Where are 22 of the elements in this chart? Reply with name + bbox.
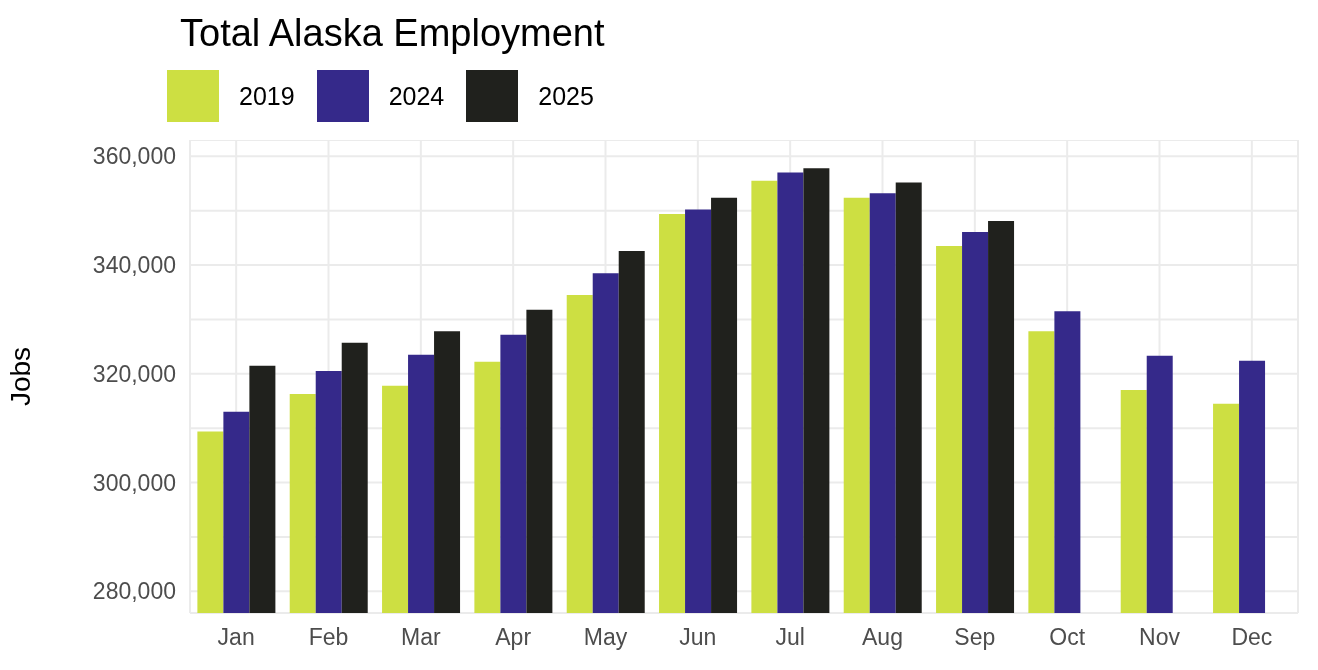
y-tick-label: 340,000 xyxy=(92,252,176,279)
x-tick-label: Dec xyxy=(1231,624,1273,651)
y-tick-label: 280,000 xyxy=(92,578,176,605)
x-tick-label: May xyxy=(583,624,628,651)
y-tick-label: 360,000 xyxy=(92,143,176,170)
x-tick-label: Mar xyxy=(401,624,441,651)
x-tick-label: Jan xyxy=(217,624,255,651)
chart-title: Total Alaska Employment xyxy=(180,11,606,56)
x-tick-label: Oct xyxy=(1049,624,1086,651)
y-tick-label: 320,000 xyxy=(92,360,176,387)
legend-label: 2024 xyxy=(388,81,445,111)
x-tick-label: Nov xyxy=(1139,624,1181,651)
legend-label: 2019 xyxy=(239,81,295,111)
y-axis-title: Jobs xyxy=(4,346,36,407)
x-tick-label: Apr xyxy=(495,624,532,651)
x-tick-label: Feb xyxy=(308,624,349,651)
x-tick-label: Sep xyxy=(954,624,996,651)
x-tick-label: Jul xyxy=(775,624,805,651)
y-tick-label: 300,000 xyxy=(92,469,176,496)
x-tick-label: Jun xyxy=(679,624,717,651)
legend-label: 2025 xyxy=(538,81,594,111)
x-tick-label: Aug xyxy=(862,624,903,651)
